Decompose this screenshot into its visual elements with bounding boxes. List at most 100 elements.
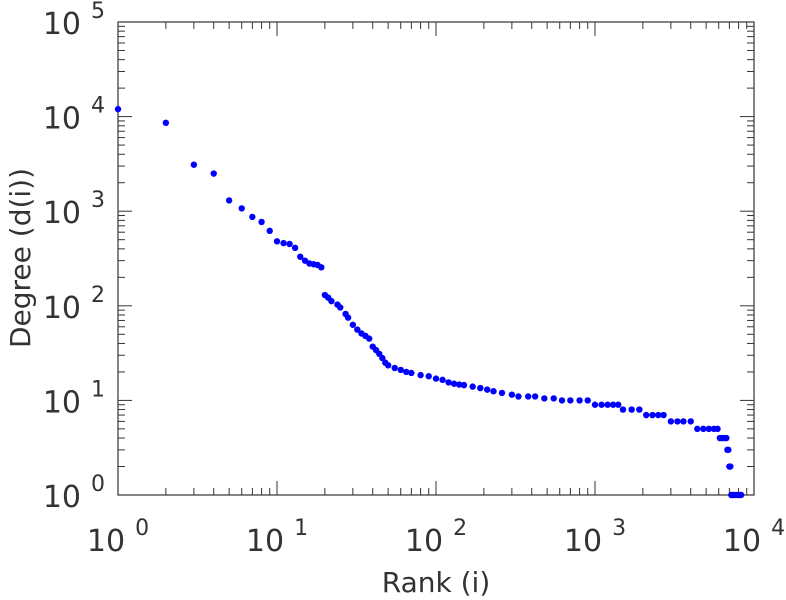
data-point <box>598 401 605 408</box>
y-tick-base: 10 <box>43 480 81 515</box>
x-axis-title: Rank (i) <box>382 566 491 599</box>
data-point <box>344 314 352 321</box>
data-point <box>667 418 675 425</box>
data-point <box>417 371 424 379</box>
data-point <box>450 380 458 387</box>
minor-ticks <box>118 22 754 495</box>
data-point <box>643 411 650 419</box>
data-point <box>469 383 476 390</box>
y-tick-label: 10 0 <box>43 472 105 515</box>
data-point <box>674 418 681 425</box>
y-tick-exponent: 3 <box>91 188 105 213</box>
data-point <box>439 376 446 384</box>
data-point <box>238 205 245 212</box>
y-tick-base: 10 <box>43 291 81 326</box>
x-tick-label: 10 4 <box>723 516 785 559</box>
data-point <box>591 401 599 408</box>
data-point <box>477 384 484 392</box>
data-point <box>694 425 701 433</box>
x-tick-base: 10 <box>87 524 125 559</box>
x-tick-exponent: 2 <box>453 516 467 541</box>
data-point <box>190 161 198 168</box>
data-point <box>524 393 532 400</box>
data-point <box>725 446 732 454</box>
data-point <box>365 335 373 342</box>
data-point <box>655 411 662 419</box>
data-point <box>280 239 287 247</box>
data-points <box>114 105 745 499</box>
x-tick-base: 10 <box>723 524 761 559</box>
y-tick-base: 10 <box>43 385 81 420</box>
data-point <box>508 391 516 398</box>
data-point <box>609 401 617 408</box>
y-tick-exponent: 2 <box>91 283 105 308</box>
data-point <box>490 388 497 395</box>
y-tick-base: 10 <box>43 102 81 137</box>
data-point <box>705 425 713 433</box>
data-point <box>660 411 667 419</box>
data-point <box>114 105 122 113</box>
data-point <box>318 264 325 271</box>
x-tick-exponent: 3 <box>612 516 626 541</box>
x-tick-base: 10 <box>564 524 602 559</box>
y-tick-label: 10 1 <box>43 377 105 420</box>
data-point <box>649 411 656 419</box>
x-tick-exponent: 4 <box>771 516 785 541</box>
y-tick-labels: 10 0 10 1 10 2 10 3 10 4 10 5 <box>43 0 105 515</box>
data-point <box>714 425 721 433</box>
data-point <box>636 406 643 413</box>
data-point <box>297 253 304 260</box>
data-point <box>484 386 491 393</box>
y-tick-base: 10 <box>43 196 81 231</box>
data-point <box>456 381 463 388</box>
data-point <box>354 326 361 333</box>
data-point <box>432 375 440 382</box>
data-point <box>328 297 335 305</box>
data-point <box>391 364 398 372</box>
data-point <box>558 397 566 404</box>
data-point <box>680 418 687 425</box>
plot-frame <box>117 21 755 496</box>
data-point <box>531 393 539 400</box>
x-tick-base: 10 <box>405 524 443 559</box>
data-point <box>425 373 432 380</box>
x-tick-exponent: 1 <box>294 516 308 541</box>
x-tick-label: 10 3 <box>564 516 626 559</box>
y-tick-label: 10 3 <box>43 188 105 231</box>
data-point <box>273 238 281 245</box>
y-tick-base: 10 <box>43 7 81 42</box>
data-point <box>628 406 635 413</box>
data-point <box>550 395 557 402</box>
data-point <box>225 197 233 204</box>
data-point <box>349 321 357 328</box>
data-point <box>700 425 707 433</box>
x-tick-labels: 10 0 10 1 10 2 10 3 10 4 <box>87 516 785 559</box>
data-point <box>337 304 344 311</box>
data-point <box>384 362 392 369</box>
data-point <box>162 119 170 127</box>
y-tick-label: 10 4 <box>43 94 105 137</box>
y-axis-title: Degree (d(i)) <box>4 168 37 348</box>
data-point <box>737 491 745 499</box>
y-tick-exponent: 1 <box>91 377 105 402</box>
data-point <box>266 227 273 235</box>
data-point <box>576 397 583 404</box>
data-point <box>615 401 622 408</box>
data-point <box>258 218 265 226</box>
data-point <box>541 395 548 402</box>
data-point <box>498 389 506 397</box>
data-point <box>249 213 256 221</box>
x-tick-exponent: 0 <box>135 516 149 541</box>
y-tick-label: 10 2 <box>43 283 105 326</box>
data-point <box>515 393 522 400</box>
data-point <box>619 406 627 413</box>
data-point <box>567 397 574 404</box>
data-point <box>286 240 293 248</box>
data-point <box>379 354 386 362</box>
x-tick-label: 10 0 <box>87 516 149 559</box>
major-ticks <box>117 21 755 496</box>
data-point <box>687 418 694 425</box>
x-tick-label: 10 2 <box>405 516 467 559</box>
data-point <box>210 170 217 177</box>
